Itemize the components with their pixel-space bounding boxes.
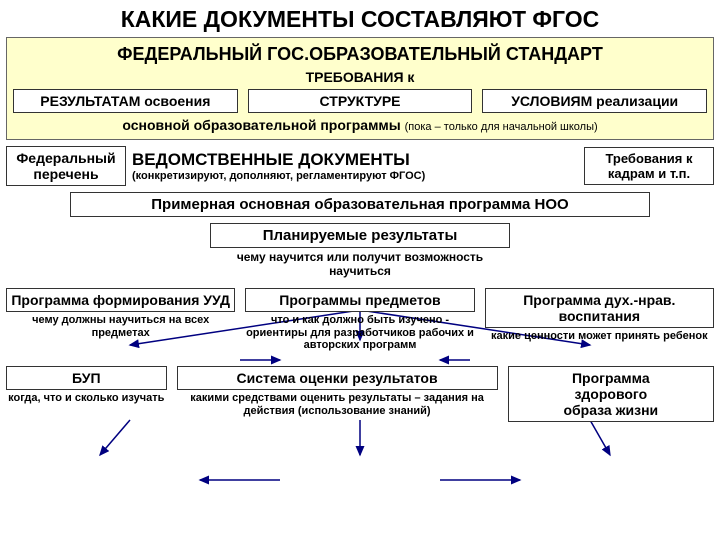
health-line1: Программа [513,370,709,386]
box-federal-list: Федеральный перечень [6,146,126,186]
assessment-sub: какими средствами оценить результаты – з… [177,392,498,417]
moral-line1: Программа дух.-нрав. [523,292,675,308]
kadry-line1: Требования к [589,151,709,166]
box-main-program: Примерная основная образовательная прогр… [70,192,650,217]
col-health: Программа здорового образа жизни [508,366,714,422]
note-small: (пока – только для начальной школы) [405,121,598,133]
moral-line2: воспитания [559,308,641,324]
standard-panel: ФЕДЕРАЛЬНЫЙ ГОС.ОБРАЗОВАТЕЛЬНЫЙ СТАНДАРТ… [6,37,714,140]
departments-row: Федеральный перечень ВЕДОМСТВЕННЫЕ ДОКУМ… [6,146,714,186]
planned-results-sub: чему научится или получит возможность на… [210,250,510,278]
health-line2: здорового [513,386,709,402]
cell-structure: СТРУКТУРЕ [248,89,473,113]
cell-results: РЕЗУЛЬТАТАМ освоения [13,89,238,113]
box-uud: Программа формирования УУД [6,288,235,312]
moral-sub: какие ценности может принять ребенок [485,330,714,343]
departments-center: ВЕДОМСТВЕННЫЕ ДОКУМЕНТЫ (конкретизируют,… [132,150,578,182]
bottom-row: БУП когда, что и сколько изучать Система… [6,366,714,422]
dept-subtitle: (конкретизируют, дополняют, регламентиру… [132,170,578,182]
panel-note: основной образовательной программы (пока… [13,113,707,133]
subjects-sub: что и как должно быть изучено - ориентир… [245,314,474,352]
col-moral: Программа дух.-нрав. воспитания какие це… [485,288,714,352]
col-subjects: Программы предметов что и как должно быт… [245,288,474,352]
requirements-label: ТРЕБОВАНИЯ к [13,69,707,89]
box-moral-education: Программа дух.-нрав. воспитания [485,288,714,328]
box-bup: БУП [6,366,167,390]
box-staff-requirements: Требования к кадрам и т.п. [584,147,714,185]
col-uud: Программа формирования УУД чему должны н… [6,288,235,352]
health-line3: образа жизни [513,402,709,418]
note-main: основной образовательной программы [122,117,400,133]
box-healthy-lifestyle: Программа здорового образа жизни [508,366,714,422]
middle-row: Программа формирования УУД чему должны н… [6,288,714,352]
col-bup: БУП когда, что и сколько изучать [6,366,167,422]
bup-sub: когда, что и сколько изучать [6,392,167,405]
col-assessment: Система оценки результатов какими средст… [177,366,498,422]
box-assessment-system: Система оценки результатов [177,366,498,390]
panel-subtitle: ФЕДЕРАЛЬНЫЙ ГОС.ОБРАЗОВАТЕЛЬНЫЙ СТАНДАРТ [13,42,707,69]
cell-conditions: УСЛОВИЯМ реализации [482,89,707,113]
kadry-line2: кадрам и т.п. [589,166,709,181]
dept-title: ВЕДОМСТВЕННЫЕ ДОКУМЕНТЫ [132,150,578,170]
requirements-row: РЕЗУЛЬТАТАМ освоения СТРУКТУРЕ УСЛОВИЯМ … [13,89,707,113]
main-title: КАКИЕ ДОКУМЕНТЫ СОСТАВЛЯЮТ ФГОС [0,0,720,37]
uud-sub: чему должны научиться на всех предметах [6,314,235,339]
box-planned-results: Планируемые результаты [210,223,510,248]
box-subject-programs: Программы предметов [245,288,474,312]
